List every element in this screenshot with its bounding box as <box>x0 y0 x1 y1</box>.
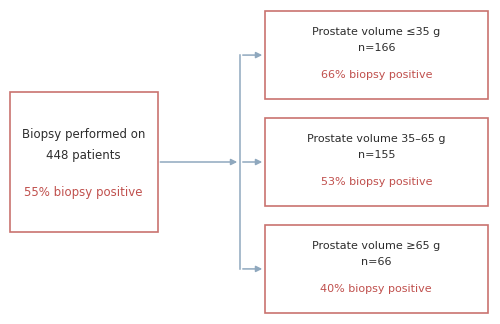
Text: n=155: n=155 <box>358 150 395 160</box>
FancyBboxPatch shape <box>10 92 158 232</box>
Text: 53% biopsy positive: 53% biopsy positive <box>320 177 432 187</box>
Text: Prostate volume 35–65 g: Prostate volume 35–65 g <box>307 134 446 144</box>
FancyBboxPatch shape <box>265 11 488 99</box>
Text: Prostate volume ≥65 g: Prostate volume ≥65 g <box>312 241 440 251</box>
Text: n=166: n=166 <box>358 43 395 53</box>
Text: 448 patients: 448 patients <box>46 148 121 162</box>
Text: Biopsy performed on: Biopsy performed on <box>22 128 146 141</box>
FancyBboxPatch shape <box>265 225 488 313</box>
Text: 55% biopsy positive: 55% biopsy positive <box>24 186 143 199</box>
Text: Prostate volume ≤35 g: Prostate volume ≤35 g <box>312 27 440 37</box>
Text: 66% biopsy positive: 66% biopsy positive <box>320 70 432 80</box>
FancyBboxPatch shape <box>265 118 488 206</box>
Text: n=66: n=66 <box>361 257 392 267</box>
Text: 40% biopsy positive: 40% biopsy positive <box>320 284 432 294</box>
